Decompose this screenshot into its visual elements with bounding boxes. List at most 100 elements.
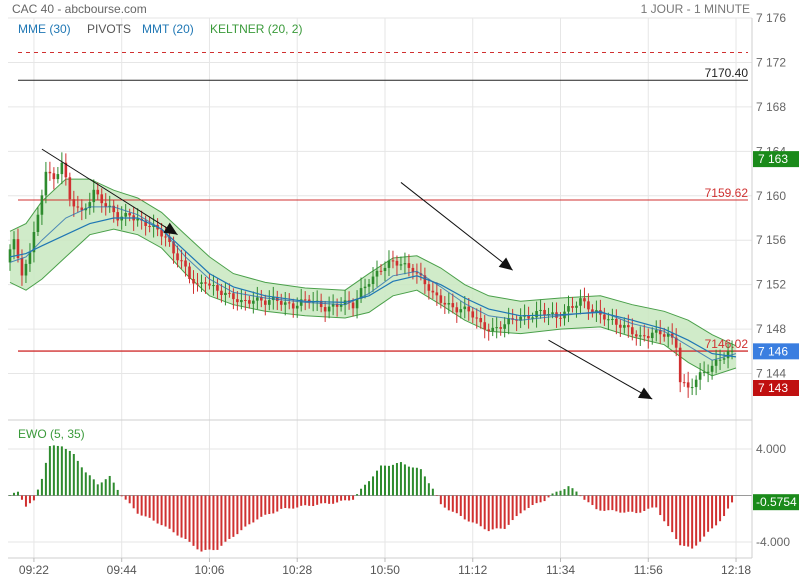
ewo-bar [316,495,319,505]
ewo-bar [671,495,674,533]
candle-body [24,263,28,276]
ewo-bar [631,495,634,512]
ewo-bar [368,481,371,496]
ewo-bar [715,495,718,526]
candle-body [367,284,371,287]
candle-body [88,202,92,209]
candle-body [567,306,570,312]
ewo-histogram[interactable] [9,445,734,552]
candle-body [64,162,68,178]
ewo-bar [216,495,219,550]
ewo-bar [455,495,458,514]
ewo-bar [407,466,410,496]
candle-body [291,303,295,309]
ewo-bar [220,495,223,546]
ewo-bar [232,495,235,537]
candle-body [427,284,431,291]
ewo-bar [60,446,63,496]
candle-body [327,306,331,312]
candle-body [72,199,76,207]
candle-body [379,270,383,272]
legend-mmt[interactable]: MMT (20) [142,22,194,36]
ewo-bar [587,495,590,503]
legend-mme[interactable]: MME (30) [18,22,71,36]
time-tick-label: 11:34 [546,563,575,577]
candle-body [28,252,32,264]
candle-body [579,298,582,306]
candle-body [148,225,151,227]
ewo-bar [228,495,231,539]
ewo-bar [663,495,666,522]
candle-body [479,318,483,323]
candle-body [587,301,590,310]
ewo-bar [204,495,207,550]
candle-body [678,347,682,383]
ewo-bar [112,482,115,496]
candle-body [339,304,343,307]
ewo-bar [180,495,183,538]
candle-body [682,382,686,384]
ewo-bar [252,495,255,523]
price-tag-label: 7 143 [758,381,788,395]
ewo-bar [399,462,402,496]
ewo-title: EWO (5, 35) [18,427,85,441]
candle-body [351,302,355,309]
ewo-bar [84,472,87,496]
candle-body [638,335,642,337]
candle-body [228,292,231,294]
ewo-bar [40,478,43,496]
ewo-bar [411,467,414,496]
ewo-bar [611,495,614,511]
ewo-bar [328,495,331,504]
ewo-bar [108,475,111,496]
ewo-bar [120,495,123,497]
ewo-bar [16,491,19,496]
candle-body [60,162,64,175]
candle-body [323,307,327,312]
candle-body [415,272,419,274]
legend-pivots[interactable]: PIVOTS [87,22,131,36]
ewo-bar [148,495,151,518]
ewo-bar [352,495,355,500]
candle-body [615,318,618,325]
ewo-bar [152,495,155,521]
candle-body [690,387,694,389]
candle-body [96,189,100,195]
candle-body [491,327,494,331]
candle-body [395,260,399,266]
candle-body [208,283,211,286]
ewo-bar [571,488,574,496]
legend-keltner[interactable]: KELTNER (20, 2) [210,22,302,36]
candle-body [487,329,491,331]
trend-arrow-line [548,339,653,400]
ewo-bar [551,493,554,496]
ewo-bar [192,495,195,546]
ewo-bar [719,495,722,522]
ewo-bar [176,495,179,536]
pivot-label: 7170.40 [705,66,749,80]
ewo-bar [479,495,482,527]
ewo-bar [72,454,75,496]
ewo-bar [136,495,139,514]
candle-body [236,299,239,303]
price-tag-box [753,151,799,168]
candle-body [8,249,12,263]
candle-body [451,303,455,308]
time-tick-label: 09:22 [19,563,49,577]
ewo-bar [427,483,430,496]
ewo-bar [292,495,295,509]
candle-body [176,253,179,261]
candle-body [455,307,459,313]
candle-body [623,325,626,328]
ewo-bar [643,495,646,511]
ewo-bar [92,479,95,496]
candle-body [224,292,227,296]
candle-body [180,260,183,262]
ewo-bar [164,495,167,527]
price-tag-label: 7 163 [758,152,788,166]
candles[interactable] [8,152,734,398]
ewo-bar [260,495,263,517]
candle-body [56,174,60,180]
candle-body [662,334,666,337]
